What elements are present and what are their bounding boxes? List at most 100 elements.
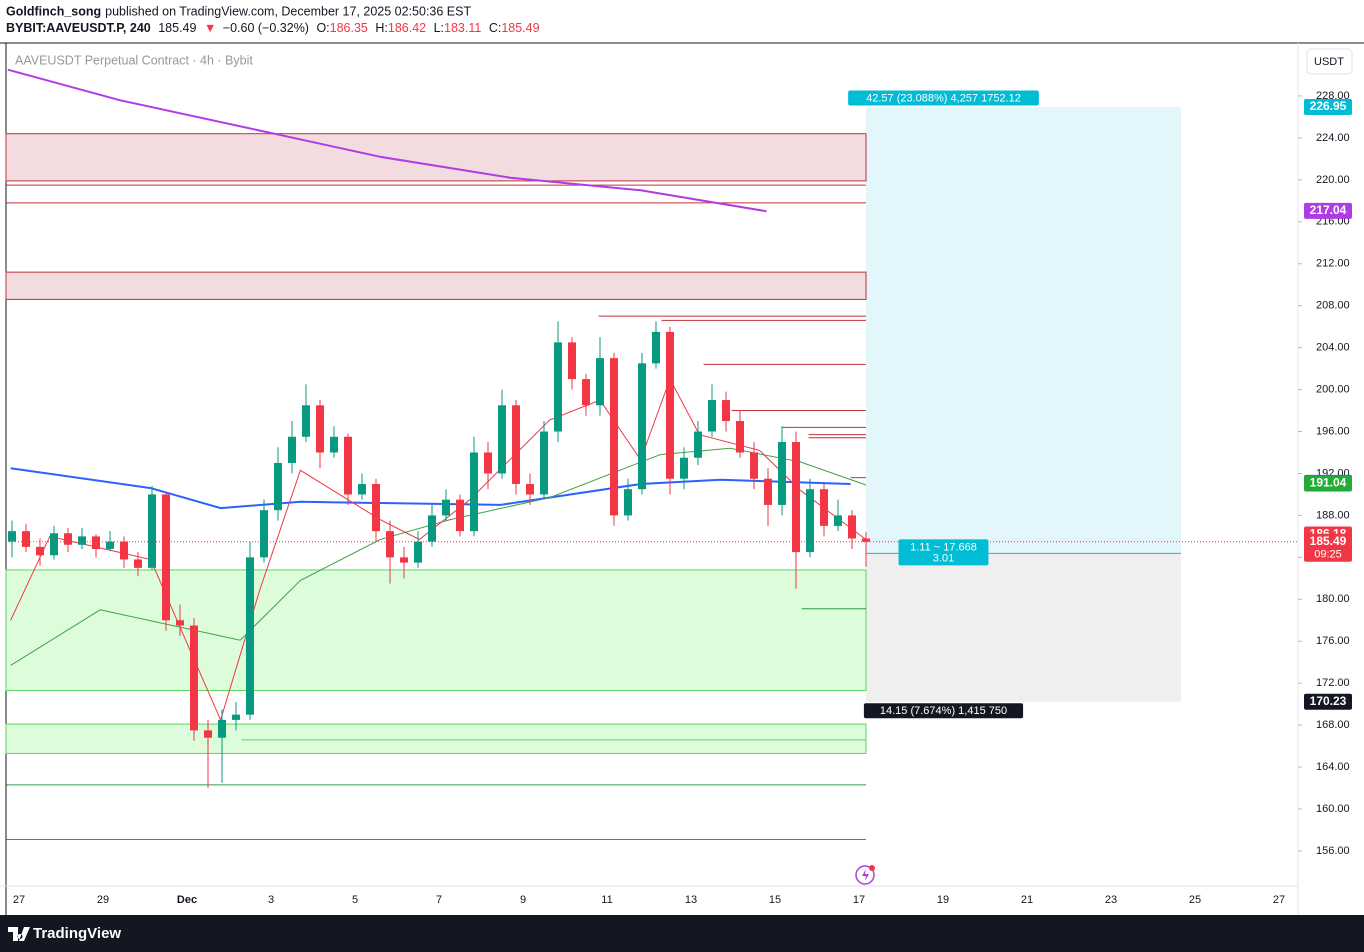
- candle-body: [302, 405, 310, 437]
- moving-average: [10, 377, 867, 722]
- y-tick-label: 180.00: [1316, 593, 1350, 605]
- y-tick-label: 208.00: [1316, 300, 1350, 312]
- candle-body: [400, 557, 408, 563]
- y-tick-label: 176.00: [1316, 635, 1350, 647]
- candle-body: [8, 531, 16, 542]
- x-tick-label: 7: [436, 894, 442, 906]
- currency[interactable]: USDT: [1314, 56, 1344, 68]
- candle-body: [680, 457, 688, 479]
- candle-body: [204, 730, 212, 738]
- candle-body: [92, 536, 100, 549]
- price-badge-label: 217.04: [1310, 203, 1347, 217]
- profit-zone: [866, 106, 1181, 554]
- x-tick-label: 15: [769, 894, 781, 906]
- position-label-bg: [898, 539, 989, 566]
- candle-body: [554, 342, 562, 432]
- position-label-bg: [863, 703, 1024, 719]
- change: −0.60 (−0.32%): [223, 21, 309, 35]
- plot-area: 228.00224.00220.00216.00212.00208.00204.…: [5, 68, 1350, 906]
- candle-body: [624, 489, 632, 516]
- x-tick-label: 17: [853, 894, 865, 906]
- candle-body: [736, 421, 744, 453]
- candle-body: [806, 489, 814, 553]
- x-tick-label: 23: [1105, 894, 1117, 906]
- price-badge: [1304, 98, 1352, 115]
- candle-body: [358, 483, 366, 495]
- candle-body: [330, 436, 338, 453]
- candle-body: [176, 620, 184, 626]
- candle-body: [260, 510, 268, 558]
- author: Goldfinch_song: [6, 4, 101, 18]
- position-label-bg: [848, 90, 1039, 106]
- candle-body: [708, 400, 716, 432]
- l-value: 183.11: [444, 21, 481, 35]
- y-tick-label: 156.00: [1316, 845, 1350, 857]
- brand: TradingView: [33, 925, 121, 942]
- candle-body: [274, 462, 282, 511]
- candle-body: [498, 405, 506, 474]
- candle-body: [78, 536, 86, 545]
- alert-icon[interactable]: [855, 865, 875, 885]
- candle-body: [722, 400, 730, 422]
- x-tick-label: 27: [13, 894, 25, 906]
- published-info: published on TradingView.com, December 1…: [105, 4, 471, 18]
- y-tick-label: 212.00: [1316, 258, 1350, 270]
- candle-body: [120, 541, 128, 560]
- loss-zone: [866, 553, 1181, 702]
- x-tick-label: 11: [601, 894, 612, 906]
- position-label: 14.15 (7.674%) 1,415 750: [880, 705, 1007, 717]
- countdown: 09:25: [1314, 549, 1342, 561]
- currency-button[interactable]: [1306, 48, 1353, 75]
- x-tick-label: 27: [1273, 894, 1285, 906]
- candle-body: [414, 541, 422, 563]
- alert-bolt: [862, 869, 869, 881]
- y-tick-label: 224.00: [1316, 132, 1350, 144]
- o-value: 186.35: [330, 21, 368, 35]
- candle-body: [778, 442, 786, 505]
- x-tick-label: 29: [97, 894, 109, 906]
- x-tick-label: 3: [268, 894, 274, 906]
- symbol: BYBIT:AAVEUSDT.P, 240: [6, 21, 151, 35]
- candle-body: [50, 533, 58, 556]
- candle-body: [750, 452, 758, 479]
- price-badge-label: 191.04: [1310, 476, 1347, 490]
- x-tick-label: Dec: [177, 894, 197, 906]
- y-tick-label: 196.00: [1316, 425, 1350, 437]
- candle-body: [106, 541, 114, 549]
- price-badge: [1304, 202, 1352, 219]
- x-tick-label: 21: [1021, 894, 1033, 906]
- candle-body: [232, 714, 240, 720]
- candle-body: [428, 515, 436, 542]
- candle-body: [792, 442, 800, 553]
- candle-body: [820, 489, 828, 526]
- x-tick-label: 13: [685, 894, 697, 906]
- x-tick-label: 5: [352, 894, 358, 906]
- candle-body: [666, 331, 674, 479]
- candle-body: [470, 452, 478, 532]
- y-tick-label: 164.00: [1316, 761, 1350, 773]
- candle-body: [484, 452, 492, 474]
- candle-body: [316, 405, 324, 453]
- position-label: 1.11 ~ 17.668: [910, 541, 977, 553]
- y-tick-label: 228.00: [1316, 90, 1350, 102]
- candle-body: [456, 499, 464, 532]
- h-value: 186.42: [388, 21, 426, 35]
- moving-average: [10, 467, 851, 510]
- candle-body: [568, 342, 576, 380]
- candle-body: [22, 531, 30, 547]
- zone: [5, 723, 867, 754]
- candle-body: [638, 363, 646, 490]
- alert-dot: [869, 865, 875, 871]
- candle-body: [148, 494, 156, 568]
- candle-body: [246, 557, 254, 715]
- y-tick-label: 160.00: [1316, 803, 1350, 815]
- candle-body: [526, 483, 534, 495]
- tv-logo: [8, 927, 30, 941]
- price-badge: [1304, 475, 1352, 492]
- candle-body: [848, 515, 856, 539]
- arrow: ▼: [204, 21, 216, 35]
- last-price-badge: [1304, 533, 1352, 562]
- candle-body: [190, 625, 198, 731]
- candle-body: [442, 499, 450, 516]
